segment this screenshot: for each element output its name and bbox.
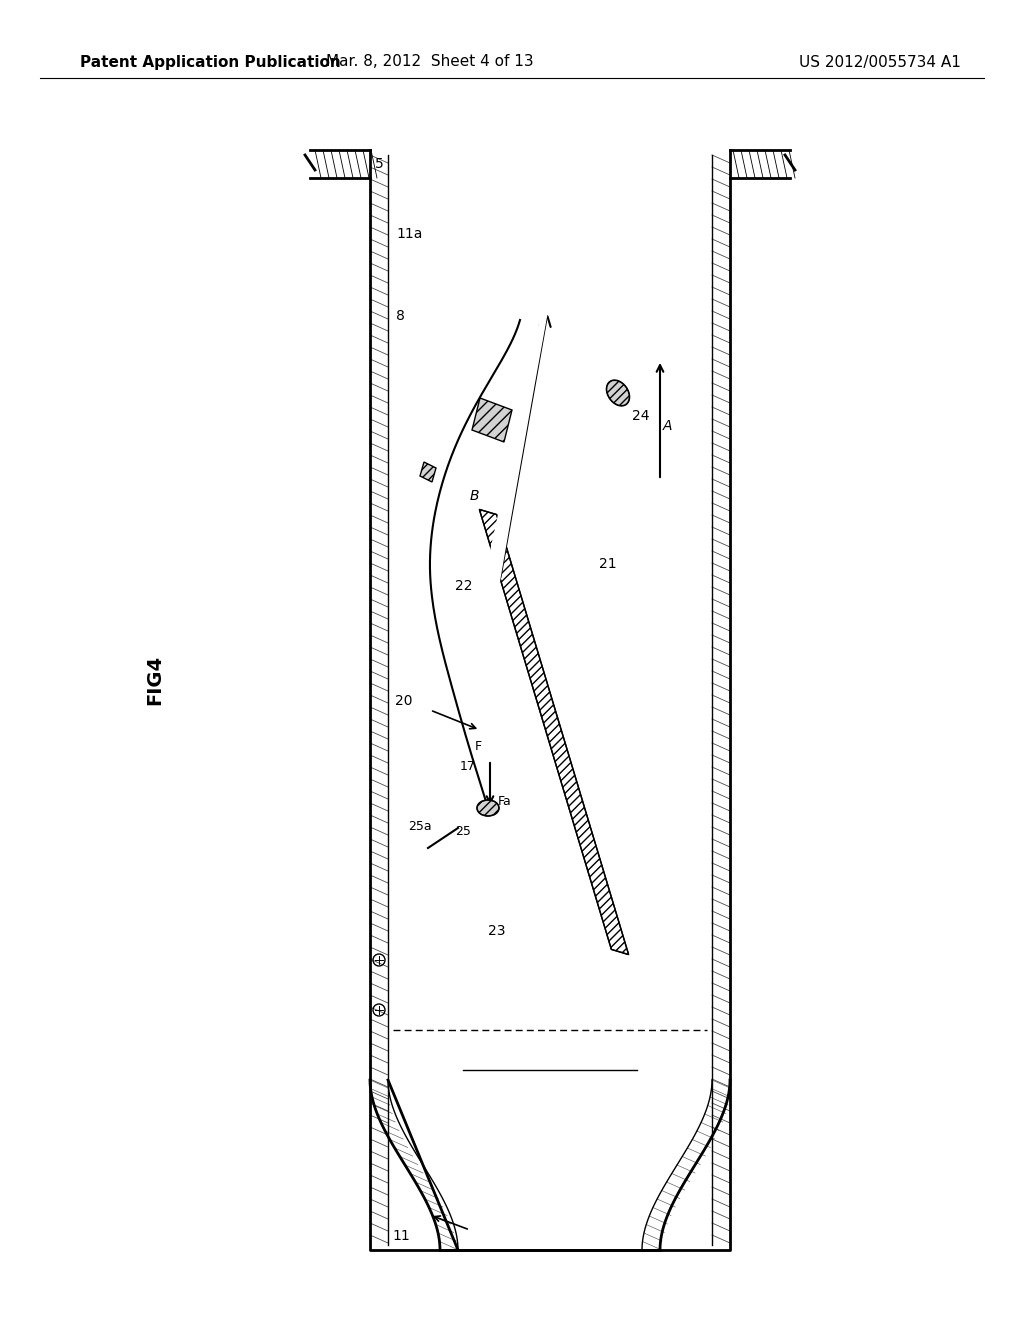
Text: FIG4: FIG4: [145, 655, 165, 705]
Text: 8: 8: [396, 309, 404, 323]
Polygon shape: [420, 462, 436, 482]
Text: A: A: [663, 418, 673, 433]
Text: 20: 20: [395, 694, 413, 708]
Text: 22: 22: [455, 579, 472, 593]
Text: Patent Application Publication: Patent Application Publication: [80, 54, 341, 70]
Text: 5: 5: [375, 157, 384, 172]
Text: Fa: Fa: [498, 795, 512, 808]
Text: 17: 17: [460, 760, 476, 774]
Text: 25: 25: [455, 825, 471, 838]
Text: Mar. 8, 2012  Sheet 4 of 13: Mar. 8, 2012 Sheet 4 of 13: [327, 54, 534, 70]
Text: F: F: [475, 741, 482, 752]
Ellipse shape: [606, 380, 630, 405]
Text: 11a: 11a: [396, 227, 422, 242]
Polygon shape: [472, 399, 512, 442]
Text: 24: 24: [632, 409, 649, 422]
Text: 25a: 25a: [408, 820, 432, 833]
Ellipse shape: [477, 800, 499, 816]
Text: B: B: [470, 488, 479, 503]
Text: 23: 23: [488, 924, 506, 939]
Text: US 2012/0055734 A1: US 2012/0055734 A1: [799, 54, 961, 70]
Text: 11: 11: [392, 1229, 410, 1243]
Text: 21: 21: [599, 557, 616, 572]
